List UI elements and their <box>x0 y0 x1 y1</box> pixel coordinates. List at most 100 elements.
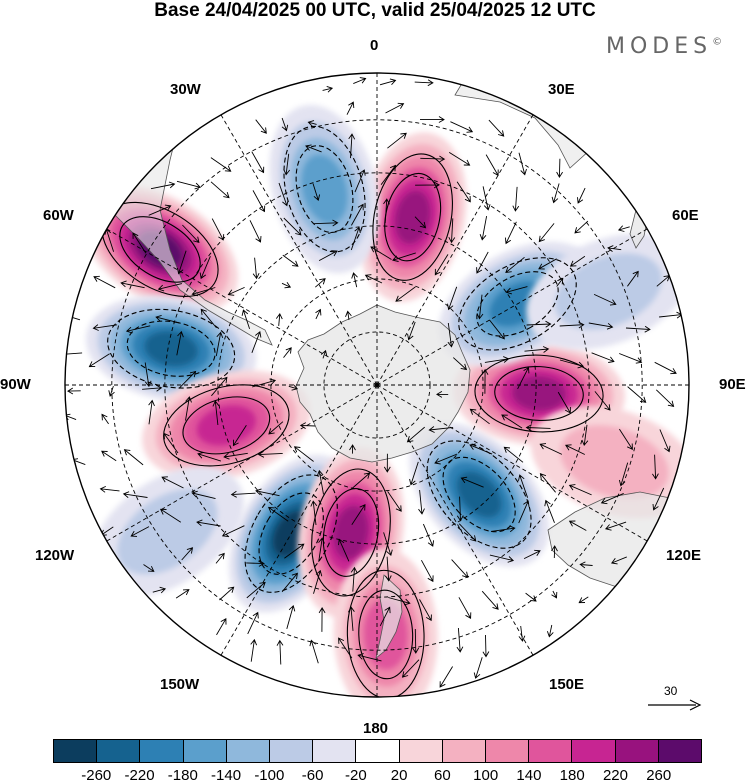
wind-vector <box>501 414 523 429</box>
wind-vector <box>406 426 425 443</box>
antarctica <box>295 304 471 463</box>
wind-vector <box>460 476 484 488</box>
wind-vector <box>252 190 266 213</box>
wind-vector <box>318 537 325 562</box>
wind-vector <box>200 308 217 329</box>
wind-vector <box>395 286 416 302</box>
wind-vector <box>281 572 298 593</box>
colorbar-tick-label: 20 <box>390 767 408 784</box>
wind-vector <box>539 473 556 493</box>
wind-vector <box>419 599 432 622</box>
contour-line <box>107 308 236 389</box>
meridian-line <box>220 114 378 386</box>
wind-vector <box>588 322 614 330</box>
wind-vector <box>247 611 259 635</box>
wind-vector <box>210 181 230 199</box>
contour-line <box>372 153 453 281</box>
wind-vector <box>191 490 216 500</box>
wind-vector <box>415 181 440 189</box>
wind-vector <box>458 523 477 542</box>
wind-vector <box>350 566 358 592</box>
wind-vector <box>320 349 328 359</box>
wind-vector <box>123 449 144 466</box>
wind-vector <box>251 330 262 353</box>
anomaly-level <box>560 425 669 500</box>
wind-vector <box>544 499 555 523</box>
wind-vector <box>267 506 289 522</box>
wind-vector <box>230 490 256 498</box>
wind-vector <box>578 596 589 604</box>
latitude-circle <box>111 119 643 651</box>
lon-label-90e: 90E <box>719 376 746 393</box>
colorbar-tick-label: -260 <box>81 767 112 784</box>
positive-anomaly <box>358 132 467 302</box>
wind-vector <box>401 659 420 678</box>
colorbar-tick-label: -180 <box>167 767 198 784</box>
wind-vector <box>161 476 184 489</box>
lon-label-30w: 30W <box>170 81 201 98</box>
wind-vector <box>379 78 397 86</box>
wind-vector <box>380 164 397 185</box>
wind-vector <box>428 426 454 433</box>
anomaly-level <box>301 154 348 224</box>
colorbar-tick-label: 60 <box>434 767 451 784</box>
wind-vector <box>619 428 633 451</box>
wind-vector <box>546 624 554 638</box>
wind-vector <box>625 325 651 333</box>
colorbar-segment <box>442 740 487 762</box>
wind-vector <box>559 359 585 369</box>
wind-vector <box>456 627 464 653</box>
colorbar-segment <box>356 740 400 762</box>
wind-vector <box>385 556 392 582</box>
wind-vector <box>318 607 326 632</box>
wind-vector <box>275 313 283 326</box>
wind-vector <box>283 347 292 358</box>
colorbar-segment <box>658 740 702 762</box>
colorbar-segment <box>615 740 659 762</box>
wind-vector <box>313 569 323 594</box>
wind-vector <box>488 119 505 137</box>
wind-vector <box>469 443 493 455</box>
colorbar-segment <box>313 740 357 762</box>
wind-vector <box>278 182 289 207</box>
wind-vector <box>652 487 665 511</box>
wind-vector <box>485 154 499 177</box>
wind-vector <box>286 604 296 630</box>
negative-anomaly <box>90 466 244 597</box>
wind-vectors <box>65 77 683 688</box>
contour-line <box>119 216 201 283</box>
wind-vector <box>155 314 180 324</box>
wind-vector <box>349 444 356 454</box>
wind-vector <box>600 492 624 505</box>
wind-vector <box>350 226 361 251</box>
wind-vector <box>525 592 537 602</box>
wind-vector <box>482 186 491 211</box>
contour-line <box>442 456 516 533</box>
wind-vector <box>504 221 517 245</box>
colorbar-tick-label: 260 <box>646 767 672 784</box>
wind-vector <box>315 308 322 320</box>
wind-vector <box>448 218 456 244</box>
wind-vector <box>518 474 529 498</box>
wind-vector <box>197 451 222 462</box>
wind-reference-label: 30 <box>664 684 678 698</box>
colorbar-tick-label: 140 <box>516 767 542 784</box>
wind-vector <box>451 559 469 579</box>
contour-line <box>358 589 414 680</box>
contour-line <box>295 145 354 234</box>
wind-vector <box>223 452 248 460</box>
wind-vector <box>482 634 490 658</box>
anomaly-level <box>196 405 256 446</box>
colorbar-tick-label: -20 <box>345 767 367 784</box>
wind-vector <box>282 254 299 267</box>
map-boundary <box>64 72 690 698</box>
wind-vector <box>148 204 172 216</box>
wind-vector <box>99 485 120 493</box>
wind-vector <box>565 444 585 455</box>
colorbar-segment <box>140 740 184 762</box>
contour-line <box>311 468 391 597</box>
wind-vector <box>283 153 291 176</box>
wind-vector <box>518 500 530 524</box>
wind-vector <box>568 484 592 496</box>
